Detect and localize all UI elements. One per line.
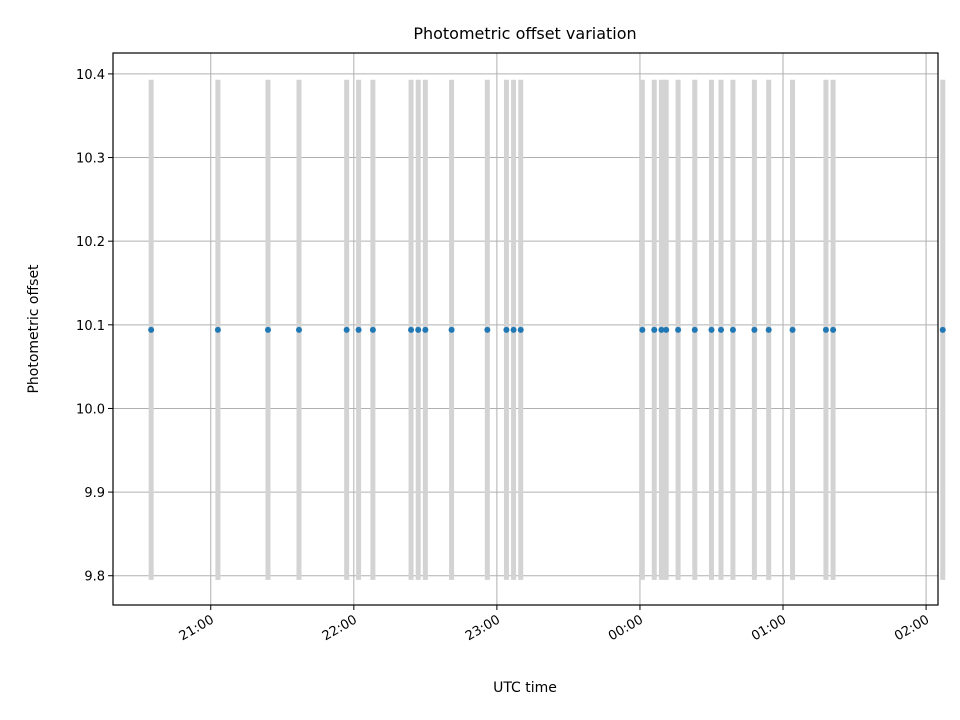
data-point	[415, 326, 422, 333]
data-point	[708, 326, 715, 333]
data-point	[484, 326, 491, 333]
data-point	[422, 326, 429, 333]
x-axis-label: UTC time	[493, 680, 557, 696]
data-point	[658, 326, 665, 333]
data-point	[691, 326, 698, 333]
data-point	[822, 326, 829, 333]
y-axis-label: Photometric offset	[26, 264, 42, 394]
data-point	[830, 326, 837, 333]
data-point	[751, 326, 758, 333]
data-point	[510, 326, 517, 333]
y-tick-label: 10.3	[76, 152, 105, 167]
data-point	[517, 326, 524, 333]
data-point	[343, 326, 350, 333]
data-point	[295, 326, 302, 333]
y-tick-label: 10.1	[76, 319, 105, 334]
data-point	[789, 326, 796, 333]
data-point	[148, 326, 155, 333]
y-ticks: 9.8 9.9 10.0 10.1 10.2 10.3 10.4	[76, 68, 113, 585]
data-point	[408, 326, 415, 333]
data-point	[639, 326, 646, 333]
data-point	[448, 326, 455, 333]
data-point	[369, 326, 376, 333]
plot-frame	[112, 52, 939, 606]
data-point	[663, 326, 670, 333]
y-tick-label: 10.4	[76, 68, 105, 83]
y-tick-label: 10.0	[76, 402, 105, 417]
y-tick-label: 9.9	[84, 486, 105, 501]
chart-title: Photometric offset variation	[413, 24, 636, 43]
y-tick-label: 10.2	[76, 235, 105, 250]
data-point	[214, 326, 221, 333]
data-point	[651, 326, 658, 333]
data-point	[355, 326, 362, 333]
data-point	[718, 326, 725, 333]
data-point	[765, 326, 772, 333]
data-point	[729, 326, 736, 333]
data-point	[675, 326, 682, 333]
data-point	[264, 326, 271, 333]
data-point	[939, 326, 946, 333]
y-tick-label: 9.8	[84, 570, 105, 585]
data-points	[148, 326, 946, 333]
data-point	[503, 326, 510, 333]
